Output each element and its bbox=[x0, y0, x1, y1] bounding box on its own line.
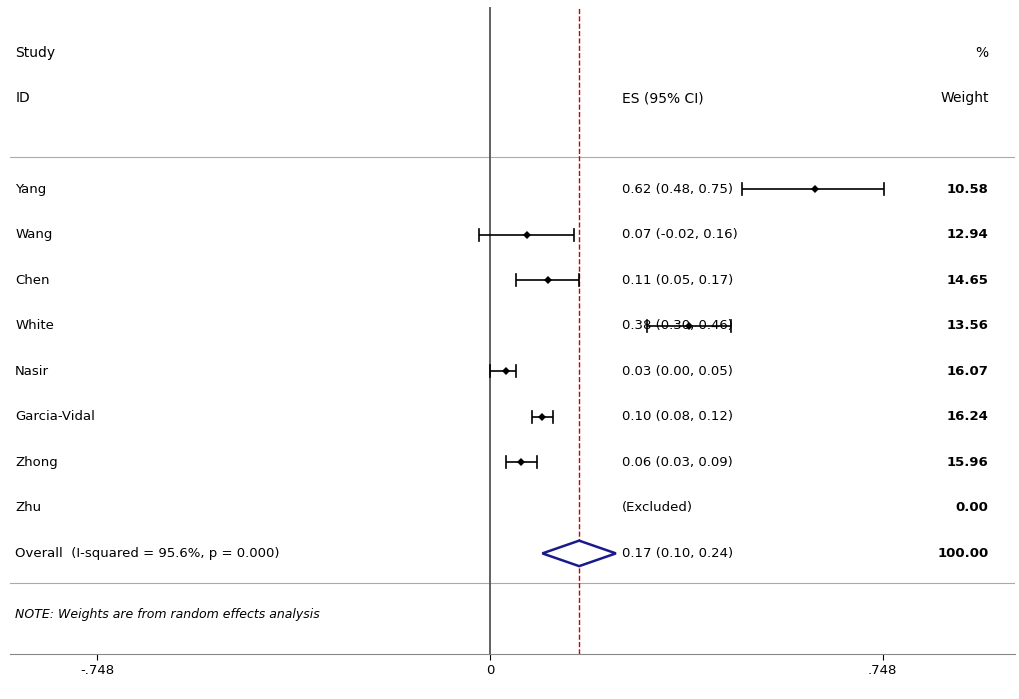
Text: 0.17 (0.10, 0.24): 0.17 (0.10, 0.24) bbox=[622, 547, 733, 560]
Text: 0.10 (0.08, 0.12): 0.10 (0.08, 0.12) bbox=[622, 410, 733, 424]
Text: 0.11 (0.05, 0.17): 0.11 (0.05, 0.17) bbox=[622, 274, 733, 287]
Text: 0.38 (0.30, 0.46): 0.38 (0.30, 0.46) bbox=[622, 319, 733, 332]
Text: Garcia-Vidal: Garcia-Vidal bbox=[15, 410, 95, 424]
Text: White: White bbox=[15, 319, 54, 332]
Text: 16.24: 16.24 bbox=[946, 410, 987, 424]
Text: 12.94: 12.94 bbox=[946, 228, 987, 241]
Text: Chen: Chen bbox=[15, 274, 50, 287]
Text: NOTE: Weights are from random effects analysis: NOTE: Weights are from random effects an… bbox=[15, 608, 320, 621]
Text: Weight: Weight bbox=[940, 91, 987, 105]
Text: Yang: Yang bbox=[15, 182, 47, 196]
Text: Zhu: Zhu bbox=[15, 501, 42, 514]
Text: 0.62 (0.48, 0.75): 0.62 (0.48, 0.75) bbox=[622, 182, 733, 196]
Text: Overall  (I-squared = 95.6%, p = 0.000): Overall (I-squared = 95.6%, p = 0.000) bbox=[15, 547, 279, 560]
Text: 0.00: 0.00 bbox=[955, 501, 987, 514]
Text: Study: Study bbox=[15, 45, 55, 59]
Text: 14.65: 14.65 bbox=[946, 274, 987, 287]
Text: Zhong: Zhong bbox=[15, 456, 58, 469]
Text: 10.58: 10.58 bbox=[946, 182, 987, 196]
Text: %: % bbox=[974, 45, 987, 59]
Text: 0.07 (-0.02, 0.16): 0.07 (-0.02, 0.16) bbox=[622, 228, 737, 241]
Text: ID: ID bbox=[15, 91, 30, 105]
Text: 0.03 (0.00, 0.05): 0.03 (0.00, 0.05) bbox=[622, 365, 733, 377]
Text: 15.96: 15.96 bbox=[946, 456, 987, 469]
Text: 16.07: 16.07 bbox=[946, 365, 987, 377]
Text: ES (95% CI): ES (95% CI) bbox=[622, 91, 703, 105]
Text: (Excluded): (Excluded) bbox=[622, 501, 693, 514]
Polygon shape bbox=[542, 540, 615, 566]
Text: 13.56: 13.56 bbox=[946, 319, 987, 332]
Text: Wang: Wang bbox=[15, 228, 53, 241]
Text: 100.00: 100.00 bbox=[936, 547, 987, 560]
Text: 0.06 (0.03, 0.09): 0.06 (0.03, 0.09) bbox=[622, 456, 733, 469]
Text: Nasir: Nasir bbox=[15, 365, 49, 377]
